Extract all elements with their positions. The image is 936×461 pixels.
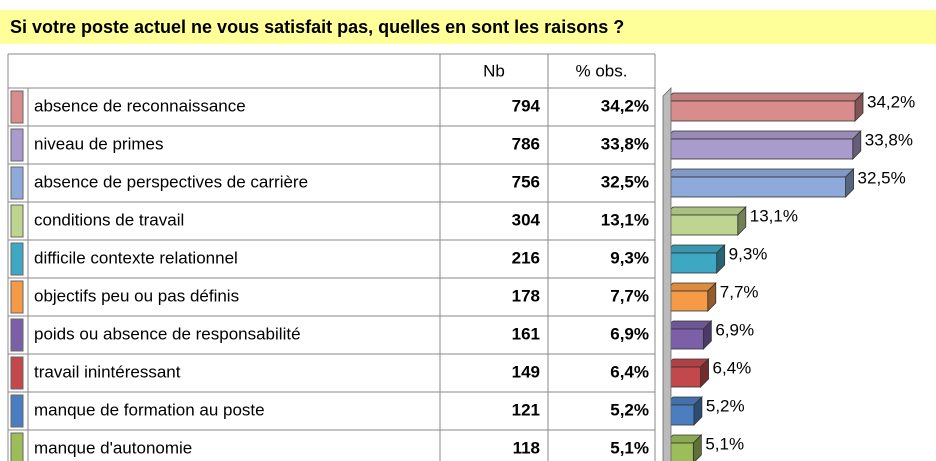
count: 149 — [512, 362, 540, 381]
bar — [664, 100, 856, 122]
count: 161 — [512, 324, 540, 343]
row-swatch — [10, 356, 24, 390]
bar — [664, 176, 846, 198]
bar-top — [664, 130, 862, 140]
percent: 9,3% — [610, 248, 649, 267]
row-label: absence de perspectives de carrière — [34, 172, 308, 191]
percent: 6,4% — [610, 362, 649, 381]
bar-top — [664, 206, 747, 216]
percent: 7,7% — [610, 286, 649, 305]
title-bar — [0, 10, 936, 44]
bar-label: 9,3% — [729, 244, 768, 263]
bar-label: 7,7% — [720, 282, 759, 301]
count: 794 — [512, 96, 541, 115]
row-swatch — [10, 204, 24, 238]
percent: 5,2% — [610, 400, 649, 419]
column-header: Nb — [483, 61, 505, 80]
count: 216 — [512, 248, 540, 267]
bar-top — [664, 282, 717, 292]
bar-top — [664, 92, 864, 102]
percent: 34,2% — [601, 96, 649, 115]
row-swatch — [10, 242, 24, 276]
row-label: poids ou absence de responsabilité — [34, 324, 301, 343]
count: 178 — [512, 286, 540, 305]
bar — [664, 138, 854, 160]
chart-wall — [662, 87, 672, 461]
row-label: manque d'autonomie — [34, 438, 192, 457]
bar-label: 5,1% — [705, 434, 744, 453]
row-label: objectifs peu ou pas définis — [34, 286, 239, 305]
bar-label: 5,2% — [706, 396, 745, 415]
row-label: niveau de primes — [34, 134, 163, 153]
bar-label: 33,8% — [865, 130, 913, 149]
column-header: % obs. — [576, 61, 628, 80]
row-swatch — [10, 128, 24, 162]
count: 121 — [512, 400, 540, 419]
count: 756 — [512, 172, 540, 191]
row-swatch — [10, 166, 24, 200]
percent: 33,8% — [601, 134, 649, 153]
percent: 32,5% — [601, 172, 649, 191]
count: 786 — [512, 134, 540, 153]
count: 304 — [512, 210, 541, 229]
row-label: travail inintéressant — [34, 362, 181, 381]
row-swatch — [10, 90, 24, 124]
row-swatch — [10, 280, 24, 314]
row-swatch — [10, 318, 24, 352]
row-label: absence de reconnaissance — [34, 96, 246, 115]
bar — [664, 214, 739, 236]
percent: 5,1% — [610, 438, 649, 457]
percent: 13,1% — [601, 210, 649, 229]
chart-title: Si votre poste actuel ne vous satisfait … — [10, 17, 624, 37]
row-swatch — [10, 432, 24, 461]
row-label: manque de formation au poste — [34, 400, 265, 419]
bar-label: 6,9% — [715, 320, 754, 339]
percent: 6,9% — [610, 324, 649, 343]
bar-top — [664, 244, 726, 254]
bar — [664, 252, 718, 274]
count: 118 — [513, 438, 540, 457]
bar-label: 32,5% — [858, 168, 906, 187]
bar-top — [664, 168, 855, 178]
row-label: conditions de travail — [34, 210, 184, 229]
bar — [664, 290, 709, 312]
row-label: difficile contexte relationnel — [34, 248, 238, 267]
row-swatch — [10, 394, 24, 428]
bar-label: 34,2% — [867, 92, 915, 111]
bar-label: 6,4% — [713, 358, 752, 377]
bar-label: 13,1% — [750, 206, 798, 225]
